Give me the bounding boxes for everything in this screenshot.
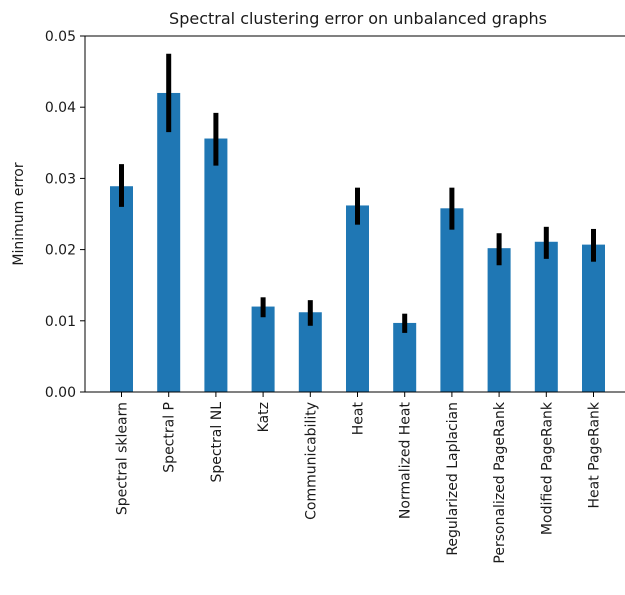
y-axis-label: Minimum error — [11, 162, 27, 265]
bar — [534, 241, 558, 392]
x-tick-label: Modified PageRank — [539, 401, 555, 535]
y-tick-label: 0.05 — [45, 29, 76, 45]
bar — [582, 244, 605, 392]
x-tick-label: Personalized PageRank — [492, 401, 508, 563]
bar — [157, 92, 181, 393]
chart-title: Spectral clustering error on unbalanced … — [169, 9, 547, 28]
bar — [110, 186, 133, 392]
bar — [346, 205, 369, 392]
x-tick-label: Spectral NL — [209, 402, 225, 483]
x-tick-label: Communicability — [303, 402, 319, 520]
plot-area: 0.00 0.01 0.02 0.03 0.04 0.05 Spectral sklearn… — [45, 29, 605, 564]
x-tick-label: Regularized Laplacian — [445, 402, 461, 556]
bar — [204, 138, 228, 392]
x-tick-label: Heat PageRank — [587, 401, 603, 508]
x-tick-label: Katz — [256, 402, 272, 432]
y-tick-label: 0.04 — [45, 100, 76, 116]
x-tick-label: Spectral sklearn — [115, 402, 131, 515]
x-tick-label: Spectral P — [162, 402, 178, 473]
bar — [393, 322, 417, 392]
x-tick-label: Heat — [351, 401, 367, 435]
y-tick-label: 0.03 — [45, 171, 76, 187]
x-tick-label: Normalized Heat — [398, 402, 414, 520]
bar — [487, 248, 511, 392]
bar — [298, 312, 322, 392]
bar — [440, 208, 464, 392]
y-tick-label: 0.01 — [45, 314, 76, 330]
bar — [251, 306, 275, 392]
y-tick-label: 0.00 — [45, 385, 76, 401]
y-tick-label: 0.02 — [45, 243, 76, 259]
